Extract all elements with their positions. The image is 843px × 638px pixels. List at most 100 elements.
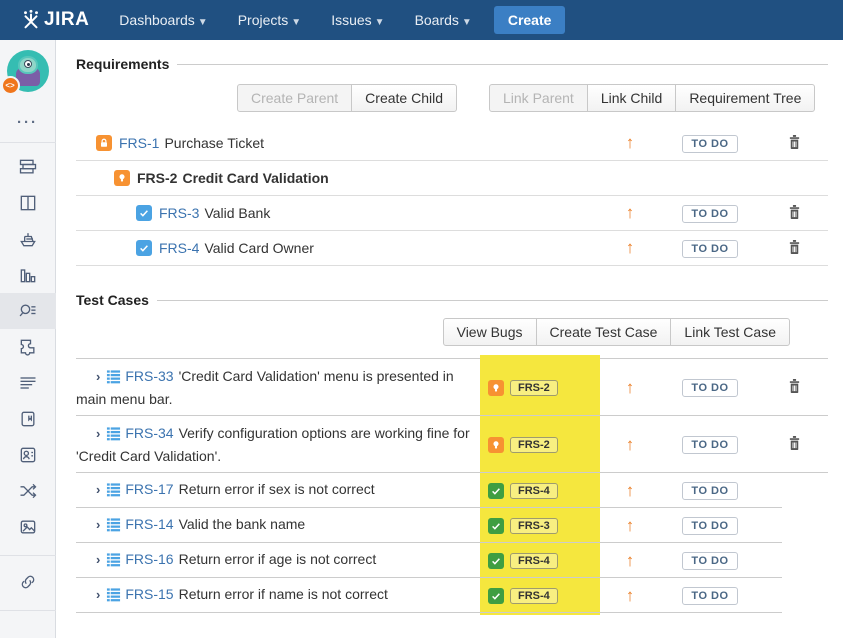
priority-up-icon[interactable]: ↑	[625, 238, 635, 257]
sidebar-item-addons[interactable]	[0, 329, 56, 365]
testcase-row: › FRS-34 Verify configuration options are …	[76, 416, 828, 473]
delete-button[interactable]	[787, 435, 802, 454]
sidebar-item-backlog[interactable]	[0, 149, 56, 185]
expand-chevron-icon[interactable]: ›	[96, 369, 101, 384]
requirements-section-title: Requirements	[76, 56, 170, 72]
issue-key-link[interactable]: FRS-3	[159, 205, 200, 221]
priority-up-icon[interactable]: ↑	[625, 203, 635, 222]
issue-summary: Verify configuration options are working…	[76, 425, 470, 464]
issue-key-link[interactable]: FRS-14	[125, 516, 174, 532]
delete-button[interactable]	[787, 204, 802, 223]
sidebar-item-board[interactable]	[0, 185, 56, 221]
testcases-list: › FRS-33 'Credit Card Validation' menu is …	[76, 355, 828, 615]
status-badge: TO DO	[682, 134, 738, 153]
nav-projects[interactable]: Projects ▼	[238, 12, 301, 28]
delete-button[interactable]	[787, 134, 802, 153]
create-parent-button[interactable]: Create Parent	[237, 84, 353, 112]
nav-projects-label: Projects	[237, 12, 289, 28]
status-badge: TO DO	[682, 379, 738, 397]
software-project-badge-icon: <>	[0, 76, 20, 95]
link-child-button[interactable]: Link Child	[586, 84, 677, 112]
project-avatar[interactable]: <>	[0, 50, 49, 95]
requirements-link-button-group: Link Parent Link Child Requirement Tree	[489, 84, 816, 112]
issue-summary: Valid the bank name	[178, 516, 306, 532]
notebook-icon	[21, 411, 34, 427]
issue-key-link[interactable]: FRS-2	[137, 170, 178, 186]
more-options-icon[interactable]: ···	[17, 113, 38, 131]
issue-key-link[interactable]: FRS-1	[119, 135, 160, 151]
puzzle-icon	[20, 339, 34, 356]
testcases-button-group: View Bugs Create Test Case Link Test Cas…	[442, 318, 790, 346]
issue-key-link[interactable]: FRS-4	[159, 240, 200, 256]
priority-up-icon[interactable]: ↑	[625, 434, 635, 454]
sidebar-item-links[interactable]	[0, 562, 56, 602]
issue-summary: Return error if age is not correct	[178, 551, 377, 567]
create-child-button[interactable]: Create Child	[351, 84, 457, 112]
sidebar-item-issues[interactable]	[0, 293, 56, 329]
expand-chevron-icon[interactable]: ›	[96, 552, 101, 567]
top-navigation-bar: JIRA Dashboards ▼ Projects ▼ Issues ▼ Board…	[0, 0, 843, 40]
create-button[interactable]: Create	[493, 6, 566, 34]
link-parent-button[interactable]: Link Parent	[489, 84, 588, 112]
text-lines-icon	[20, 377, 35, 389]
sidebar-item-contacts[interactable]	[0, 437, 56, 473]
requirement-tree-button[interactable]: Requirement Tree	[675, 84, 816, 112]
linked-requirement-badge[interactable]: FRS-2	[510, 379, 558, 396]
story-bulb-icon	[114, 170, 130, 186]
nav-dashboards-label: Dashboards	[119, 12, 195, 28]
expand-chevron-icon[interactable]: ›	[96, 517, 101, 532]
requirement-row: FRS-3 Valid Bank ↑ TO DO	[76, 196, 828, 231]
link-test-case-button[interactable]: Link Test Case	[670, 318, 790, 346]
trash-icon	[789, 239, 799, 254]
verified-check-icon	[488, 587, 504, 604]
sidebar-item-releases[interactable]	[0, 221, 56, 257]
testcase-row: › FRS-14 Valid the bank name FRS-3 ↑ TO DO	[76, 508, 828, 543]
linked-requirement-badge[interactable]: FRS-3	[510, 517, 558, 534]
issue-key-link[interactable]: FRS-16	[125, 551, 174, 567]
expand-chevron-icon[interactable]: ›	[96, 482, 101, 497]
chevron-down-icon: ▼	[461, 17, 472, 28]
sidebar-item-shuffle[interactable]	[0, 473, 56, 509]
nav-dashboards[interactable]: Dashboards ▼	[119, 12, 207, 28]
nav-boards[interactable]: Boards ▼	[415, 12, 472, 28]
linked-requirement-badge[interactable]: FRS-4	[510, 552, 558, 569]
requirements-list: FRS-1 Purchase Ticket ↑ TO DO FRS-2	[76, 126, 828, 266]
jira-logo[interactable]: JIRA	[20, 9, 89, 31]
issue-key-link[interactable]: FRS-34	[125, 425, 174, 441]
verified-check-icon	[488, 517, 504, 534]
view-bugs-button[interactable]: View Bugs	[442, 318, 537, 346]
issue-summary: 'Credit Card Validation' menu is present…	[76, 368, 454, 407]
priority-up-icon[interactable]: ↑	[625, 585, 635, 605]
expand-chevron-icon[interactable]: ›	[96, 426, 101, 441]
trash-icon	[789, 134, 799, 149]
issue-key-link[interactable]: FRS-33	[125, 368, 174, 384]
requirement-row-current: FRS-2 Credit Card Validation	[76, 161, 828, 196]
linked-requirement-badge[interactable]: FRS-4	[510, 587, 558, 604]
trash-icon	[789, 204, 799, 219]
issue-summary: Purchase Ticket	[164, 135, 265, 151]
priority-up-icon[interactable]: ↑	[625, 377, 635, 397]
sidebar-item-summary[interactable]	[0, 365, 56, 401]
linked-requirement-badge[interactable]: FRS-4	[510, 482, 558, 499]
sidebar-item-pages[interactable]	[0, 401, 56, 437]
priority-up-icon[interactable]: ↑	[625, 133, 635, 152]
sidebar-divider	[0, 610, 56, 611]
delete-button[interactable]	[787, 239, 802, 258]
board-columns-icon	[20, 195, 35, 211]
delete-button[interactable]	[787, 378, 802, 397]
priority-up-icon[interactable]: ↑	[625, 515, 635, 535]
issue-key-link[interactable]: FRS-17	[125, 481, 174, 497]
sidebar-item-media[interactable]	[0, 509, 56, 545]
search-list-icon	[19, 304, 35, 317]
priority-up-icon[interactable]: ↑	[625, 480, 635, 500]
issue-key-link[interactable]: FRS-15	[125, 586, 174, 602]
link-icon	[21, 575, 34, 589]
status-badge: TO DO	[682, 482, 738, 500]
expand-chevron-icon[interactable]: ›	[96, 587, 101, 602]
nav-issues[interactable]: Issues ▼	[331, 12, 384, 28]
create-test-case-button[interactable]: Create Test Case	[535, 318, 672, 346]
linked-requirement-badge[interactable]: FRS-2	[510, 436, 558, 453]
priority-up-icon[interactable]: ↑	[625, 550, 635, 570]
sidebar-item-reports[interactable]	[0, 257, 56, 293]
chevron-down-icon: ▼	[374, 17, 385, 28]
